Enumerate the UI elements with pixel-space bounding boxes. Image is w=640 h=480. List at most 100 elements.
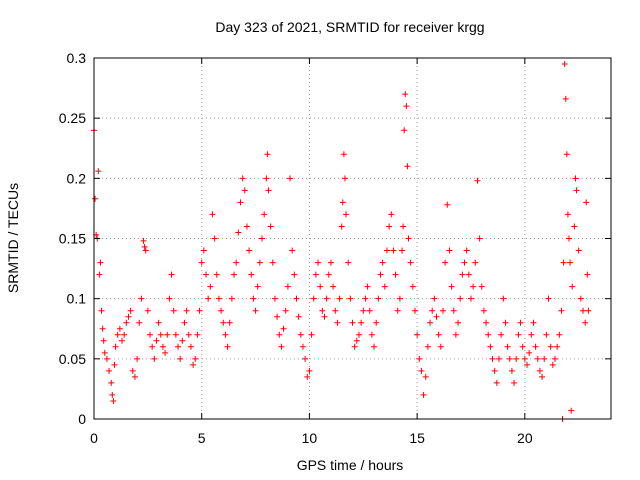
data-point bbox=[472, 259, 479, 266]
data-point bbox=[409, 283, 416, 290]
y-tick-label: 0.05 bbox=[59, 351, 86, 367]
data-point bbox=[261, 211, 268, 218]
data-point bbox=[185, 331, 192, 338]
data-point bbox=[302, 355, 309, 362]
data-point bbox=[162, 349, 169, 356]
data-point bbox=[562, 95, 569, 102]
data-point bbox=[140, 237, 147, 244]
data-point bbox=[402, 91, 409, 98]
data-point bbox=[181, 319, 188, 326]
data-point bbox=[519, 343, 526, 350]
data-point bbox=[500, 295, 507, 302]
data-point bbox=[528, 331, 535, 338]
data-point bbox=[327, 259, 334, 266]
data-point bbox=[446, 247, 453, 254]
data-point bbox=[299, 343, 306, 350]
y-tick-label: 0.2 bbox=[67, 170, 87, 186]
data-point bbox=[228, 295, 235, 302]
data-point bbox=[205, 295, 212, 302]
data-point bbox=[325, 271, 332, 278]
data-point bbox=[392, 271, 399, 278]
data-point bbox=[530, 319, 537, 326]
x-axis-label: GPS time / hours bbox=[297, 457, 404, 473]
data-point bbox=[448, 283, 455, 290]
data-point bbox=[252, 307, 259, 314]
data-point bbox=[280, 325, 287, 332]
data-point bbox=[263, 175, 270, 182]
data-point bbox=[319, 307, 326, 314]
data-point bbox=[517, 319, 524, 326]
data-point bbox=[187, 343, 194, 350]
data-point bbox=[264, 151, 271, 158]
data-point bbox=[411, 307, 418, 314]
data-point bbox=[218, 307, 225, 314]
data-point bbox=[569, 283, 576, 290]
data-point bbox=[563, 151, 570, 158]
data-point bbox=[549, 361, 556, 368]
x-tick-label: 15 bbox=[409, 430, 425, 446]
data-point bbox=[545, 295, 552, 302]
data-point bbox=[215, 295, 222, 302]
data-point bbox=[131, 373, 138, 380]
data-point bbox=[222, 331, 229, 338]
data-point bbox=[455, 319, 462, 326]
data-point bbox=[353, 337, 360, 344]
data-point bbox=[388, 211, 395, 218]
data-point bbox=[144, 307, 151, 314]
data-point bbox=[151, 355, 158, 362]
data-point bbox=[338, 223, 345, 230]
data-point bbox=[237, 199, 244, 206]
data-point bbox=[424, 343, 431, 350]
data-point bbox=[433, 313, 440, 320]
data-point bbox=[567, 259, 574, 266]
data-point bbox=[489, 355, 496, 362]
data-point bbox=[394, 307, 401, 314]
data-point bbox=[416, 355, 423, 362]
data-point bbox=[147, 331, 154, 338]
x-axis: 0 5 10 15 20 bbox=[90, 58, 533, 446]
data-point bbox=[213, 271, 220, 278]
data-point bbox=[459, 271, 466, 278]
data-point bbox=[127, 307, 134, 314]
x-tick-label: 10 bbox=[302, 430, 318, 446]
data-point bbox=[308, 331, 315, 338]
data-point bbox=[508, 367, 515, 374]
data-point bbox=[112, 343, 119, 350]
data-point bbox=[203, 271, 210, 278]
data-point bbox=[585, 307, 592, 314]
x-tick-label: 5 bbox=[198, 430, 206, 446]
data-point bbox=[153, 337, 160, 344]
data-point bbox=[103, 355, 110, 362]
data-point bbox=[405, 235, 412, 242]
data-point bbox=[414, 331, 421, 338]
data-point bbox=[330, 283, 337, 290]
data-point bbox=[141, 243, 148, 250]
data-point bbox=[259, 235, 266, 242]
data-point bbox=[396, 295, 403, 302]
data-point bbox=[334, 319, 341, 326]
data-point bbox=[121, 331, 128, 338]
data-point bbox=[521, 355, 528, 362]
data-point bbox=[485, 331, 492, 338]
data-point bbox=[572, 175, 579, 182]
data-point bbox=[149, 343, 156, 350]
data-point bbox=[444, 201, 451, 208]
data-point bbox=[233, 259, 240, 266]
data-point bbox=[351, 343, 358, 350]
data-point bbox=[295, 313, 302, 320]
data-point bbox=[110, 397, 117, 404]
data-point bbox=[575, 247, 582, 254]
data-point bbox=[386, 223, 393, 230]
chart-title: Day 323 of 2021, SRMTID for receiver krg… bbox=[215, 19, 484, 35]
data-point bbox=[138, 295, 145, 302]
data-point bbox=[166, 295, 173, 302]
data-point bbox=[99, 325, 106, 332]
data-point bbox=[119, 337, 126, 344]
data-point bbox=[383, 247, 390, 254]
data-point bbox=[278, 343, 285, 350]
data-point bbox=[470, 283, 477, 290]
x-tick-label: 0 bbox=[90, 430, 98, 446]
data-point bbox=[336, 295, 343, 302]
data-point bbox=[560, 259, 567, 266]
data-point bbox=[347, 295, 354, 302]
